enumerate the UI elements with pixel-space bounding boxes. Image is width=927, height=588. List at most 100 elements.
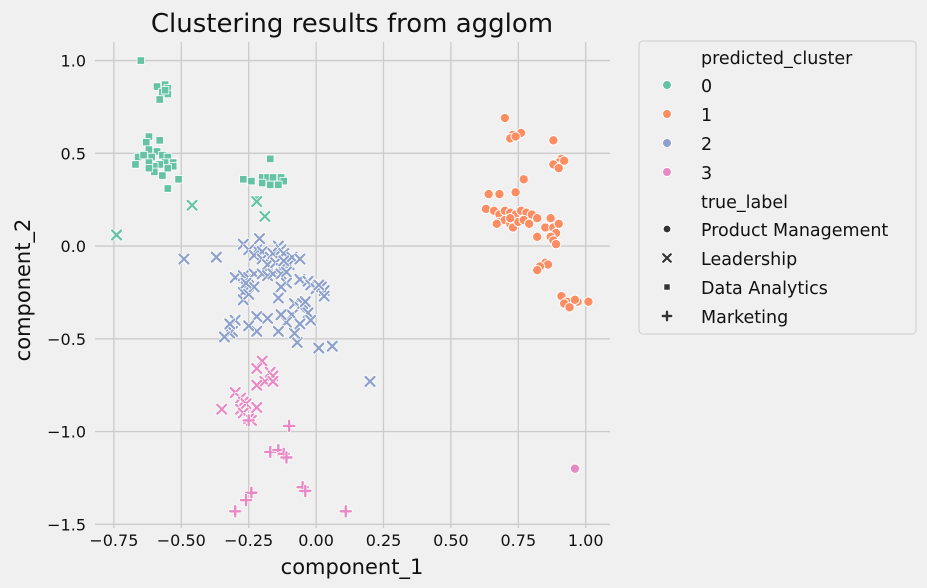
data-point <box>238 493 253 508</box>
data-point <box>280 265 293 279</box>
data-point <box>210 250 223 264</box>
data-point <box>136 56 145 65</box>
legend-hue-title: predicted_cluster <box>701 49 853 69</box>
legend-style-marker <box>662 224 672 234</box>
chart-title: Clustering results from agglom <box>151 9 553 39</box>
y-tick-label: 0.5 <box>61 144 86 163</box>
x-tick-label: −0.50 <box>157 531 206 550</box>
data-point <box>569 294 581 306</box>
legend-style-title: true_label <box>701 193 788 213</box>
legend-style-marker <box>661 252 673 264</box>
data-point <box>553 162 564 174</box>
legend-hue-marker <box>662 109 672 119</box>
data-point <box>569 463 581 474</box>
data-point <box>499 112 511 124</box>
data-point <box>288 326 301 340</box>
x-tick-label: 1.00 <box>568 531 604 550</box>
data-point <box>131 160 140 169</box>
data-point <box>298 483 313 498</box>
y-tick-labels: 1.0 0.5 0.0 −0.5 −1.0 −1.5 <box>47 52 86 535</box>
x-tick-label: −0.25 <box>224 531 273 550</box>
legend-style-marker <box>660 309 674 323</box>
data-point <box>177 252 191 266</box>
data-point <box>239 175 248 184</box>
data-point <box>228 504 243 519</box>
data-point <box>250 401 264 414</box>
data-point <box>250 195 264 208</box>
legend-hue-marker <box>662 138 672 148</box>
data-point <box>510 131 521 142</box>
x-tick-labels: −0.75 −0.50 −0.25 0.00 0.25 0.50 0.75 1.00 <box>89 531 603 550</box>
data-point <box>266 180 275 189</box>
legend: predicted_cluster 0 1 2 3 true_label Produc… <box>638 40 917 335</box>
data-point <box>155 95 164 104</box>
data-point <box>241 413 256 428</box>
data-point <box>312 341 326 355</box>
x-tick-label: 0.50 <box>433 531 469 550</box>
data-point <box>239 276 253 290</box>
data-point <box>558 155 570 166</box>
y-tick-label: −1.0 <box>47 423 86 442</box>
legend-style-entries: Product Management Leadership Data Analyti… <box>660 221 888 328</box>
data-point <box>142 138 151 147</box>
data-point <box>564 302 575 313</box>
data-point <box>583 296 594 307</box>
data-point <box>250 310 264 323</box>
y-tick-label: 0.0 <box>61 237 86 256</box>
data-point <box>293 252 307 266</box>
data-point <box>223 317 237 331</box>
data-point <box>325 339 339 353</box>
data-point <box>491 218 502 229</box>
data-point <box>163 163 172 173</box>
data-point <box>160 86 170 95</box>
data-point <box>545 213 556 224</box>
data-point <box>532 264 543 276</box>
data-point <box>258 210 272 223</box>
data-point <box>550 239 562 250</box>
legend-hue-entries: 0 1 2 3 <box>662 77 712 184</box>
data-point <box>163 184 172 193</box>
data-point <box>274 308 288 321</box>
data-point <box>218 330 231 344</box>
data-point <box>304 313 318 327</box>
data-point <box>548 135 559 146</box>
data-point <box>290 336 304 349</box>
data-point <box>258 178 267 188</box>
data-point <box>494 188 505 200</box>
x-tick-label: 0.00 <box>298 531 334 550</box>
data-point <box>144 163 154 173</box>
data-point <box>253 232 266 245</box>
legend-hue-label: 2 <box>701 135 712 155</box>
data-point <box>363 375 377 388</box>
data-point <box>523 218 535 229</box>
legend-style-label: Leadership <box>701 250 797 270</box>
data-point <box>272 325 285 338</box>
y-axis-label: component_2 <box>11 219 36 362</box>
data-point <box>518 174 529 185</box>
data-point <box>250 378 264 392</box>
data-point <box>266 375 280 388</box>
data-point <box>274 280 288 294</box>
data-point <box>268 173 278 182</box>
data-point <box>185 198 199 212</box>
data-point <box>242 319 255 333</box>
legend-style-label: Product Management <box>701 221 888 241</box>
data-point <box>250 362 264 375</box>
x-tick-label: −0.75 <box>89 531 138 550</box>
legend-hue-marker <box>662 80 672 90</box>
data-point <box>532 213 543 224</box>
data-point <box>152 82 162 91</box>
data-point <box>244 485 259 500</box>
y-tick-label: 1.0 <box>61 52 86 71</box>
data-point <box>282 418 297 433</box>
y-tick-label: −1.5 <box>47 515 86 534</box>
data-point <box>215 402 229 416</box>
legend-style-label: Marketing <box>701 308 788 328</box>
data-point <box>174 175 183 184</box>
data-point <box>299 295 312 308</box>
legend-hue-marker <box>662 167 672 177</box>
data-point <box>312 278 326 292</box>
data-point <box>274 180 283 189</box>
data-point <box>505 213 516 224</box>
